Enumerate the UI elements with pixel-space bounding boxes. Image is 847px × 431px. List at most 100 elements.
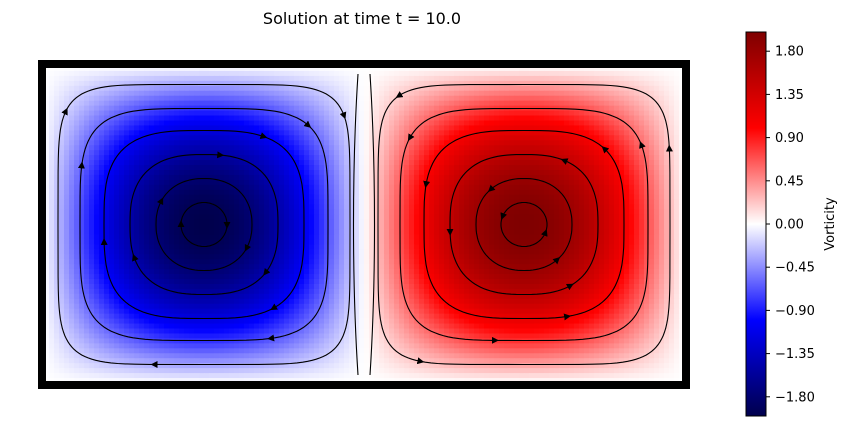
heatmap-cell <box>269 170 275 176</box>
heatmap-cell <box>354 174 360 181</box>
heatmap-cell <box>204 234 210 240</box>
heatmap-cell <box>424 219 430 226</box>
heatmap-cell <box>529 254 535 260</box>
heatmap-cell <box>179 189 185 196</box>
heatmap-cell <box>369 234 375 240</box>
heatmap-cell <box>354 75 360 82</box>
heatmap-cell <box>589 70 595 77</box>
heatmap-cell <box>539 224 545 231</box>
heatmap-cell <box>589 224 595 231</box>
heatmap-cell <box>564 95 570 102</box>
heatmap-cell <box>589 140 595 146</box>
heatmap-cell <box>179 160 185 166</box>
heatmap-cell <box>214 120 220 127</box>
heatmap-cell <box>64 160 70 166</box>
heatmap-cell <box>284 145 290 151</box>
heatmap-cell <box>339 90 345 97</box>
heatmap-cell <box>74 229 80 235</box>
heatmap-cell <box>164 184 170 191</box>
heatmap-cell <box>634 189 640 196</box>
heatmap-cell <box>179 90 185 97</box>
heatmap-cell <box>354 229 360 235</box>
heatmap-cell <box>389 85 395 92</box>
heatmap-cell <box>149 70 155 77</box>
heatmap-cell <box>309 135 315 141</box>
heatmap-cell <box>384 239 390 245</box>
heatmap-cell <box>399 100 405 107</box>
heatmap-cell <box>644 100 650 107</box>
heatmap-cell <box>214 125 220 131</box>
heatmap-cell <box>149 189 155 196</box>
heatmap-cell <box>49 140 55 146</box>
heatmap-cell <box>344 179 350 186</box>
heatmap-cell <box>274 80 280 87</box>
heatmap-cell <box>139 160 145 166</box>
heatmap-cell <box>264 249 270 255</box>
heatmap-cell <box>274 160 280 166</box>
heatmap-cell <box>344 110 350 117</box>
heatmap-cell <box>149 150 155 156</box>
heatmap-cell <box>184 125 190 131</box>
heatmap-cell <box>299 170 305 176</box>
heatmap-cell <box>339 194 345 201</box>
heatmap-cell <box>174 66 180 72</box>
heatmap-cell <box>359 80 365 87</box>
heatmap-cell <box>664 90 670 97</box>
heatmap-cell <box>84 80 90 87</box>
heatmap-cell <box>149 165 155 171</box>
heatmap-cell <box>534 209 540 216</box>
heatmap-cell <box>124 100 130 107</box>
heatmap-cell <box>469 85 475 92</box>
heatmap-cell <box>154 145 160 151</box>
heatmap-cell <box>639 80 645 87</box>
heatmap-cell <box>554 254 560 260</box>
heatmap-cell <box>254 174 260 181</box>
heatmap-cell <box>659 174 665 181</box>
heatmap-cell <box>519 120 525 127</box>
heatmap-cell <box>534 110 540 117</box>
heatmap-cell <box>389 125 395 131</box>
heatmap-cell <box>594 75 600 82</box>
heatmap-cell <box>274 219 280 226</box>
heatmap-cell <box>529 239 535 245</box>
heatmap-cell <box>649 115 655 122</box>
heatmap-cell <box>184 140 190 146</box>
heatmap-cell <box>289 80 295 87</box>
heatmap-cell <box>649 66 655 72</box>
heatmap-cell <box>109 179 115 186</box>
heatmap-cell <box>374 70 380 77</box>
heatmap-cell <box>409 184 415 191</box>
heatmap-cell <box>619 70 625 77</box>
heatmap-cell <box>329 160 335 166</box>
heatmap-cell <box>179 229 185 235</box>
heatmap-cell <box>54 66 60 72</box>
heatmap-cell <box>314 199 320 206</box>
heatmap-cell <box>394 165 400 171</box>
heatmap-cell <box>544 194 550 201</box>
heatmap-cell <box>644 219 650 226</box>
heatmap-cell <box>404 125 410 131</box>
heatmap-cell <box>169 125 175 131</box>
heatmap-cell <box>49 145 55 151</box>
heatmap-cell <box>604 229 610 235</box>
heatmap-cell <box>264 254 270 260</box>
heatmap-cell <box>494 209 500 216</box>
heatmap-cell <box>309 184 315 191</box>
heatmap-cell <box>214 135 220 141</box>
heatmap-cell <box>109 90 115 97</box>
heatmap-cell <box>474 120 480 127</box>
heatmap-cell <box>269 199 275 206</box>
heatmap-cell <box>374 115 380 122</box>
heatmap-cell <box>199 135 205 141</box>
heatmap-cell <box>629 170 635 176</box>
heatmap-cell <box>659 249 665 255</box>
heatmap-cell <box>59 140 65 146</box>
heatmap-cell <box>524 209 530 216</box>
heatmap-cell <box>279 244 285 250</box>
heatmap-cell <box>354 155 360 161</box>
heatmap-cell <box>49 199 55 206</box>
heatmap-cell <box>254 80 260 87</box>
heatmap-cell <box>654 229 660 235</box>
heatmap-cell <box>549 179 555 186</box>
heatmap-cell <box>484 165 490 171</box>
